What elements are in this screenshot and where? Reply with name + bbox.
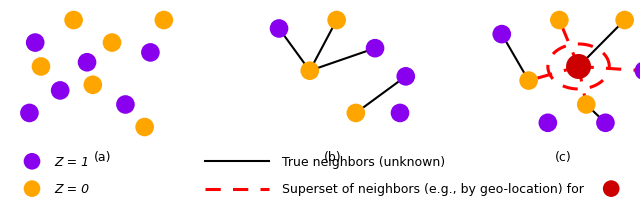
Point: [274, 28, 284, 31]
Text: True neighbors (unknown): True neighbors (unknown): [282, 155, 445, 168]
Point: [600, 122, 611, 125]
Text: Z = 1: Z = 1: [54, 155, 90, 168]
Point: [573, 66, 584, 69]
Point: [620, 19, 630, 23]
Point: [27, 160, 37, 163]
Point: [524, 80, 534, 83]
Text: Z = 0: Z = 0: [54, 182, 90, 195]
Point: [55, 89, 65, 93]
Point: [332, 19, 342, 23]
Point: [305, 70, 315, 73]
Point: [543, 122, 553, 125]
Point: [30, 42, 40, 45]
Point: [395, 112, 405, 115]
Point: [351, 112, 361, 115]
Point: [36, 66, 46, 69]
Point: [370, 47, 380, 51]
Text: (a): (a): [93, 150, 111, 163]
Point: [497, 33, 507, 37]
Point: [107, 42, 117, 45]
Point: [82, 61, 92, 65]
Point: [639, 70, 640, 73]
Point: [88, 84, 98, 87]
Point: [24, 112, 35, 115]
Text: (b): (b): [324, 150, 342, 163]
Point: [140, 126, 150, 129]
Point: [68, 19, 79, 23]
Point: [581, 103, 591, 107]
Point: [401, 75, 411, 79]
Point: [120, 103, 131, 107]
Text: (c): (c): [555, 150, 572, 163]
Point: [159, 19, 169, 23]
Point: [27, 187, 37, 190]
Point: [554, 19, 564, 23]
Point: [606, 187, 616, 190]
Text: Superset of neighbors (e.g., by geo-location) for: Superset of neighbors (e.g., by geo-loca…: [282, 182, 584, 195]
Point: [145, 52, 156, 55]
